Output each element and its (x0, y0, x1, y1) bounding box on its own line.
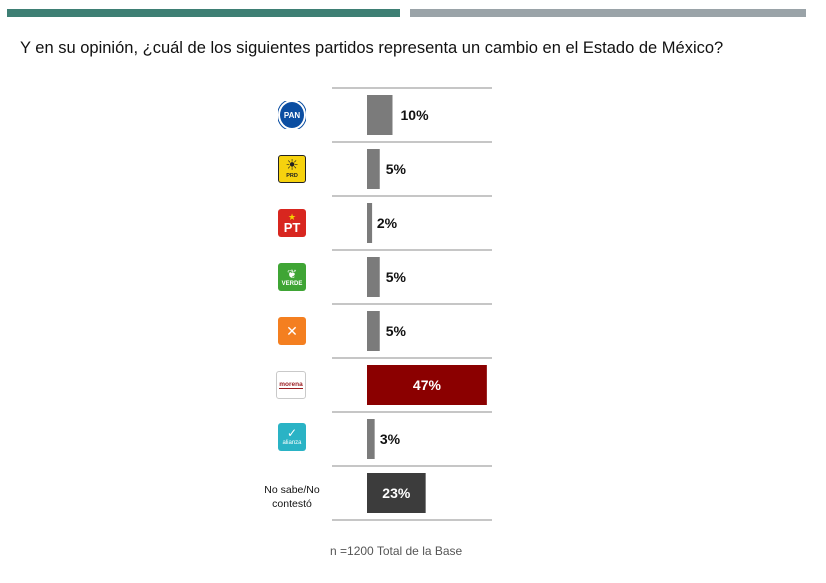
nueva-alianza-logo-text: alianza (282, 440, 302, 446)
bar-pt (367, 203, 373, 243)
value-label: 10% (401, 107, 430, 123)
bar-verde (367, 257, 380, 297)
bar-nueva-alianza (367, 419, 375, 459)
pt-logo: ★ PT (278, 209, 306, 237)
bar-pan (367, 95, 393, 135)
value-label: 5% (386, 323, 407, 339)
prd-logo: ☀ PRD (278, 155, 306, 183)
sun-icon: ☀ (285, 157, 299, 174)
value-label: 23% (382, 485, 411, 501)
eagle-icon: ✕ (286, 322, 298, 339)
morena-logo-text: morena (279, 381, 303, 389)
verde-logo: ❦ VERDE (278, 263, 306, 291)
verde-logo-text: VERDE (281, 280, 303, 287)
bar-movimiento-ciudadano (367, 311, 380, 351)
star-icon: ★ (287, 211, 297, 222)
pan-logo: PAN (278, 101, 306, 129)
question-title: Y en su opinión, ¿cuál de los siguientes… (20, 39, 724, 57)
check-icon: ✓ (286, 426, 298, 440)
top-accent-bar-left (7, 9, 400, 17)
bar-prd (367, 149, 380, 189)
value-label: 2% (377, 215, 398, 231)
sample-note: n =1200 Total de la Base (330, 544, 463, 558)
no-sabe-label: No sabe/No contestó (264, 484, 320, 510)
bar-no-sabe-no-contest- (367, 473, 426, 513)
morena-logo: morena (276, 371, 306, 399)
prd-logo-text: PRD (286, 173, 298, 179)
bar-morena (367, 365, 487, 405)
value-label: 5% (386, 161, 407, 177)
top-accent-bar-right (410, 9, 806, 17)
pt-logo-text: PT (283, 219, 301, 235)
value-label: 3% (380, 431, 401, 447)
pan-logo-text: PAN (278, 101, 306, 129)
toucan-icon: ❦ (286, 266, 298, 281)
value-label: 5% (386, 269, 407, 285)
nueva-alianza-logo: ✓ alianza (278, 423, 306, 451)
movimiento-ciudadano-logo: ✕ (278, 317, 306, 345)
value-label: 47% (413, 377, 442, 393)
